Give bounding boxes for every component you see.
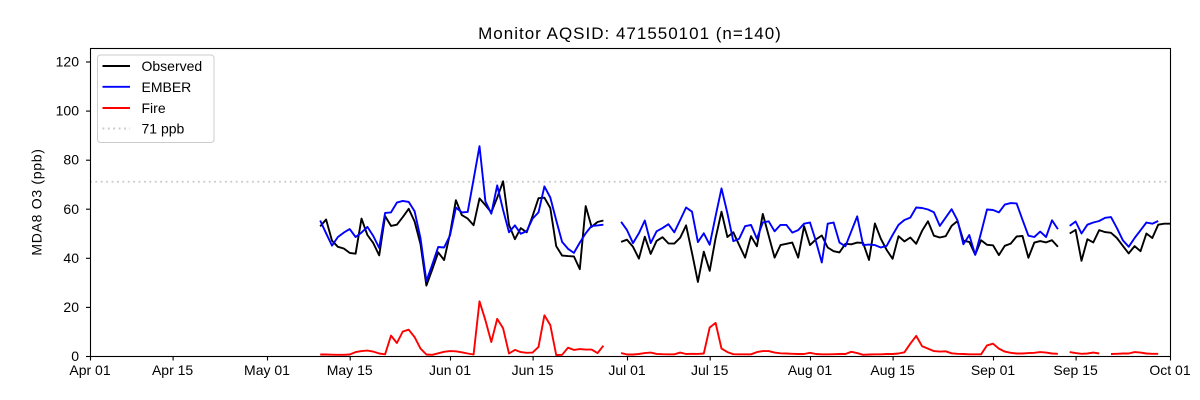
svg-text:60: 60 <box>63 201 79 217</box>
svg-text:40: 40 <box>63 250 79 266</box>
svg-text:Jul 01: Jul 01 <box>608 362 646 378</box>
svg-text:EMBER: EMBER <box>142 79 192 95</box>
svg-text:Aug 15: Aug 15 <box>870 362 915 378</box>
svg-text:May 01: May 01 <box>244 362 290 378</box>
svg-text:May 15: May 15 <box>327 362 373 378</box>
svg-text:MDA8 O3 (ppb): MDA8 O3 (ppb) <box>29 148 45 255</box>
svg-text:Apr 15: Apr 15 <box>152 362 193 378</box>
svg-text:Monitor AQSID: 471550101 (n=14: Monitor AQSID: 471550101 (n=140) <box>478 24 782 43</box>
svg-text:Oct 01: Oct 01 <box>1149 362 1190 378</box>
svg-text:Fire: Fire <box>142 100 166 116</box>
svg-text:Apr 01: Apr 01 <box>69 362 110 378</box>
svg-text:Aug 01: Aug 01 <box>788 362 833 378</box>
svg-text:80: 80 <box>63 152 79 168</box>
svg-text:0: 0 <box>71 348 79 364</box>
svg-text:100: 100 <box>56 103 80 119</box>
svg-text:Sep 01: Sep 01 <box>971 362 1016 378</box>
svg-text:71 ppb: 71 ppb <box>142 121 185 137</box>
svg-text:Observed: Observed <box>142 58 203 74</box>
svg-text:Jun 01: Jun 01 <box>429 362 471 378</box>
svg-text:Sep 15: Sep 15 <box>1053 362 1098 378</box>
svg-text:20: 20 <box>63 299 79 315</box>
svg-text:120: 120 <box>56 54 80 70</box>
svg-text:Jun 15: Jun 15 <box>512 362 554 378</box>
svg-text:Jul 15: Jul 15 <box>691 362 729 378</box>
